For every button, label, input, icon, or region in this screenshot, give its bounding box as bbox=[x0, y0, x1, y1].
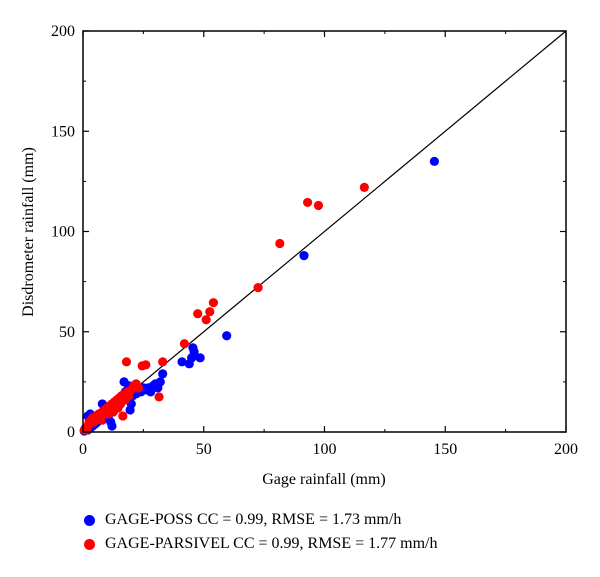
point-s0-25 bbox=[107, 421, 117, 431]
point-s1-46 bbox=[179, 339, 190, 349]
point-s1-47 bbox=[193, 309, 203, 319]
points-layer bbox=[79, 156, 439, 436]
point-s1-54 bbox=[313, 200, 324, 211]
point-s0-61 bbox=[189, 347, 199, 357]
point-s0-62 bbox=[195, 353, 205, 363]
legend-marker-poss bbox=[84, 514, 95, 526]
point-s1-41 bbox=[133, 383, 144, 393]
legend-entry-parsivel: GAGE-PARSIVEL CC = 0.99, RMSE = 1.77 mm/… bbox=[84, 532, 437, 556]
point-s0-55 bbox=[155, 377, 165, 387]
point-s1-49 bbox=[205, 307, 215, 317]
point-s1-55 bbox=[359, 182, 369, 192]
x-tick-label-4: 200 bbox=[554, 441, 578, 458]
y-tick-label-3: 150 bbox=[51, 123, 75, 140]
point-s1-52 bbox=[275, 238, 285, 249]
y-tick-label-2: 100 bbox=[51, 224, 75, 241]
point-s0-57 bbox=[177, 357, 187, 367]
x-axis-title: Gage rainfall (mm) bbox=[262, 471, 386, 488]
x-tick-label-0: 0 bbox=[79, 441, 87, 458]
point-s1-32 bbox=[118, 411, 128, 421]
legend-label-parsivel: GAGE-PARSIVEL CC = 0.99, RMSE = 1.77 mm/… bbox=[105, 535, 438, 552]
identity-line bbox=[82, 30, 567, 433]
point-s0-65 bbox=[429, 156, 439, 166]
legend: GAGE-POSS CC = 0.99, RMSE = 1.73 mm/h GA… bbox=[84, 508, 437, 556]
point-s1-51 bbox=[253, 283, 263, 293]
legend-marker-parsivel bbox=[84, 538, 95, 550]
ticks-layer: 0 50 100 150 200 0 50 100 150 200 bbox=[51, 23, 578, 458]
y-tick-label-1: 50 bbox=[59, 324, 75, 341]
point-s1-53 bbox=[302, 197, 313, 208]
y-tick-label-0: 0 bbox=[67, 424, 75, 441]
point-s1-43 bbox=[141, 360, 151, 370]
y-tick-label-4: 200 bbox=[51, 23, 75, 40]
point-s1-45 bbox=[158, 357, 168, 367]
point-s0-64 bbox=[299, 250, 309, 261]
point-s1-44 bbox=[154, 392, 164, 402]
point-s1-48 bbox=[201, 315, 211, 325]
reference-line-layer bbox=[82, 30, 567, 433]
point-s1-35 bbox=[121, 357, 132, 367]
legend-entry-poss: GAGE-POSS CC = 0.99, RMSE = 1.73 mm/h bbox=[84, 508, 437, 532]
point-s0-63 bbox=[222, 331, 232, 341]
x-tick-label-3: 150 bbox=[433, 441, 457, 458]
x-tick-label-1: 50 bbox=[196, 441, 212, 458]
legend-label-poss: GAGE-POSS CC = 0.99, RMSE = 1.73 mm/h bbox=[105, 511, 402, 528]
x-tick-label-2: 100 bbox=[313, 441, 337, 458]
point-s0-56 bbox=[158, 369, 168, 379]
point-s1-50 bbox=[208, 298, 219, 308]
y-axis-title: Disdrometer rainfall (mm) bbox=[20, 147, 37, 317]
